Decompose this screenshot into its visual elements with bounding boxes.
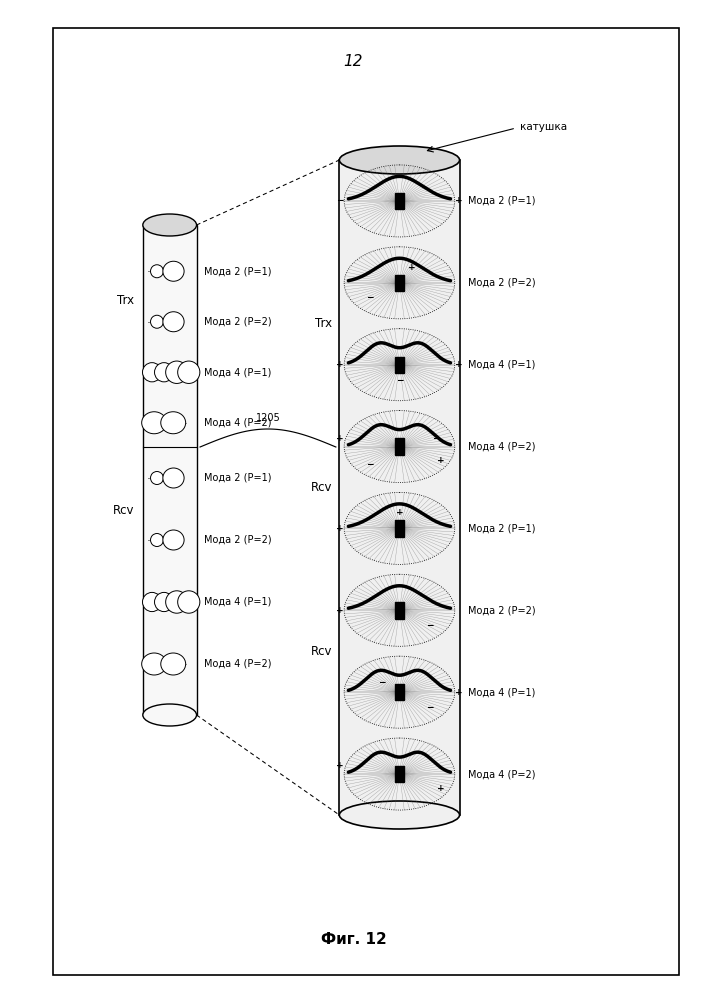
Text: Мода 2 (P=1): Мода 2 (P=1) xyxy=(468,196,535,206)
Text: Мода 4 (P=1): Мода 4 (P=1) xyxy=(204,597,271,607)
Ellipse shape xyxy=(163,312,184,332)
Text: Мода 2 (P=1): Мода 2 (P=1) xyxy=(204,473,271,483)
Text: 1205: 1205 xyxy=(255,413,281,423)
Text: +: + xyxy=(407,263,415,272)
Text: −: − xyxy=(431,434,439,443)
Text: Мода 4 (P=1): Мода 4 (P=1) xyxy=(468,360,535,370)
Text: −: − xyxy=(426,621,433,630)
Text: катушка: катушка xyxy=(520,122,567,132)
Text: Rcv: Rcv xyxy=(113,504,134,516)
Text: +: + xyxy=(336,524,344,533)
Text: Мода 4 (P=1): Мода 4 (P=1) xyxy=(204,367,271,377)
Text: Мода 4 (P=1): Мода 4 (P=1) xyxy=(468,687,535,697)
Bar xyxy=(395,438,404,455)
Bar xyxy=(53,28,679,975)
Text: Мода 2 (P=1): Мода 2 (P=1) xyxy=(204,266,271,276)
Ellipse shape xyxy=(143,592,161,612)
Text: Trx: Trx xyxy=(315,317,332,330)
Text: Мода 4 (P=2): Мода 4 (P=2) xyxy=(468,769,535,779)
Ellipse shape xyxy=(160,653,186,675)
Text: +: + xyxy=(336,606,344,615)
Text: Мода 2 (P=2): Мода 2 (P=2) xyxy=(468,278,536,288)
Ellipse shape xyxy=(151,315,163,328)
Ellipse shape xyxy=(163,468,184,488)
Ellipse shape xyxy=(160,412,186,434)
Text: +: + xyxy=(396,508,403,517)
Text: Мода 2 (P=2): Мода 2 (P=2) xyxy=(468,605,536,615)
Ellipse shape xyxy=(143,214,197,236)
Text: Мода 4 (P=2): Мода 4 (P=2) xyxy=(468,442,535,452)
Bar xyxy=(395,684,404,700)
Text: Мода 2 (P=2): Мода 2 (P=2) xyxy=(204,317,271,327)
Text: Мода 4 (P=2): Мода 4 (P=2) xyxy=(204,418,271,428)
Ellipse shape xyxy=(165,591,188,613)
Text: Мода 2 (P=2): Мода 2 (P=2) xyxy=(204,535,271,545)
Bar xyxy=(395,193,404,209)
Ellipse shape xyxy=(163,261,184,281)
Text: Мода 2 (P=1): Мода 2 (P=1) xyxy=(468,523,535,533)
Text: −: − xyxy=(336,196,344,205)
Bar xyxy=(395,357,404,373)
Text: +: + xyxy=(438,784,445,793)
Bar xyxy=(143,225,197,715)
Bar xyxy=(395,275,404,291)
Text: 12: 12 xyxy=(344,54,363,70)
Text: +: + xyxy=(455,688,463,697)
Ellipse shape xyxy=(163,530,184,550)
Bar xyxy=(395,520,404,537)
Text: Rcv: Rcv xyxy=(311,645,332,658)
Text: −: − xyxy=(366,460,373,469)
Ellipse shape xyxy=(339,146,460,174)
Ellipse shape xyxy=(177,591,200,613)
Ellipse shape xyxy=(155,592,173,612)
Text: +: + xyxy=(455,360,463,369)
Text: Rcv: Rcv xyxy=(311,481,332,494)
Text: Мода 4 (P=2): Мода 4 (P=2) xyxy=(204,659,271,669)
Text: +: + xyxy=(336,360,344,369)
Bar xyxy=(339,160,460,815)
Ellipse shape xyxy=(141,653,167,675)
Ellipse shape xyxy=(143,363,161,382)
Text: +: + xyxy=(336,761,344,770)
Text: +: + xyxy=(336,434,344,443)
Ellipse shape xyxy=(151,472,163,485)
Bar xyxy=(395,602,404,618)
Text: −: − xyxy=(396,376,403,385)
Text: −: − xyxy=(426,703,433,712)
Ellipse shape xyxy=(165,361,188,383)
Text: +: + xyxy=(438,456,445,465)
Text: Trx: Trx xyxy=(117,294,134,306)
Ellipse shape xyxy=(151,265,163,278)
Ellipse shape xyxy=(177,361,200,383)
Ellipse shape xyxy=(141,412,167,434)
Text: −: − xyxy=(366,293,373,302)
Ellipse shape xyxy=(155,363,173,382)
Ellipse shape xyxy=(339,801,460,829)
Text: +: + xyxy=(455,196,463,205)
Text: Фиг. 12: Фиг. 12 xyxy=(321,932,386,948)
Text: −: − xyxy=(378,678,385,687)
Ellipse shape xyxy=(143,704,197,726)
Bar xyxy=(395,766,404,782)
Ellipse shape xyxy=(151,534,163,546)
